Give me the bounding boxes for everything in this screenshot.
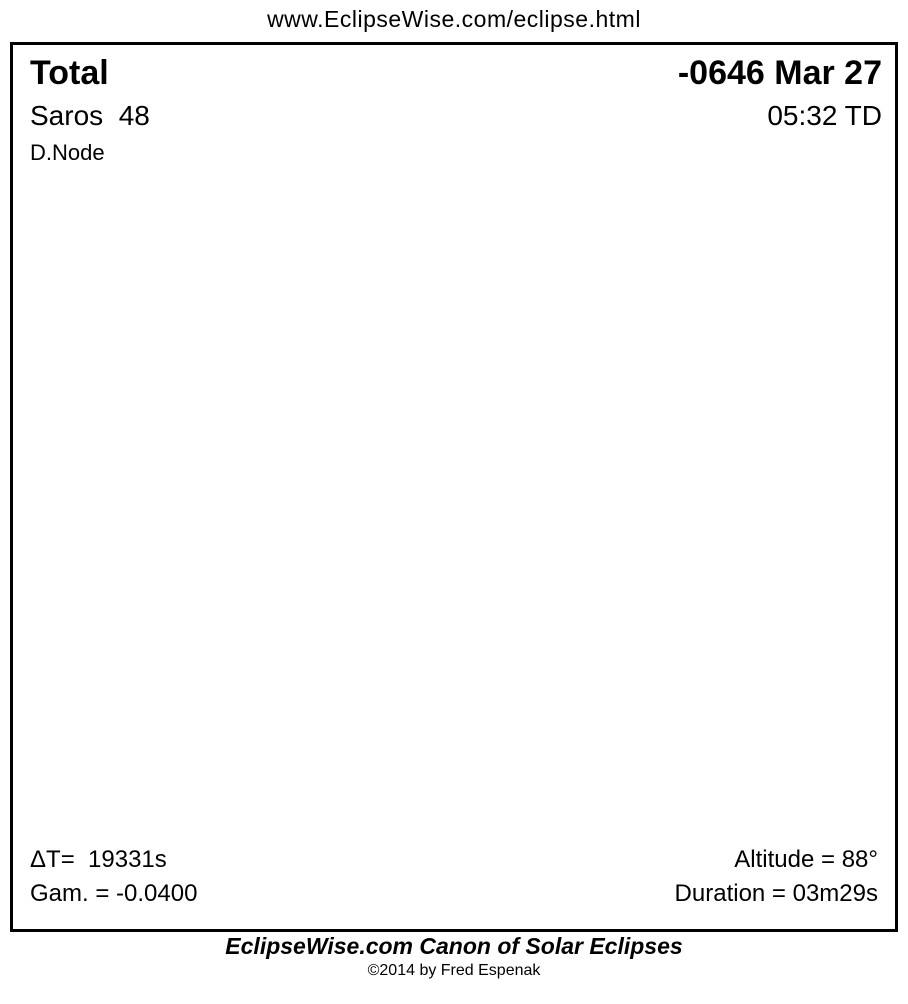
gamma-value: Gam. = -0.0400 — [30, 880, 198, 907]
eclipse-type-label: Total — [30, 54, 109, 92]
altitude-value: Altitude = 88° — [734, 846, 878, 873]
duration-value: Duration = 03m29s — [674, 880, 878, 907]
copyright-notice: ©2014 by Fred Espenak — [367, 962, 541, 979]
delta-t-value: ΔT= 19331s — [30, 846, 167, 873]
eclipsewise-url[interactable]: www.EclipseWise.com/eclipse.html — [267, 6, 641, 32]
eclipse-date: -0646 Mar 27 — [677, 54, 882, 92]
node-label: D.Node — [30, 140, 105, 165]
eclipse-time: 05:32 TD — [767, 100, 882, 131]
saros-label: Saros 48 — [30, 100, 150, 131]
canon-title: EclipseWise.com Canon of Solar Eclipses — [225, 933, 683, 959]
map-frame — [10, 42, 898, 932]
